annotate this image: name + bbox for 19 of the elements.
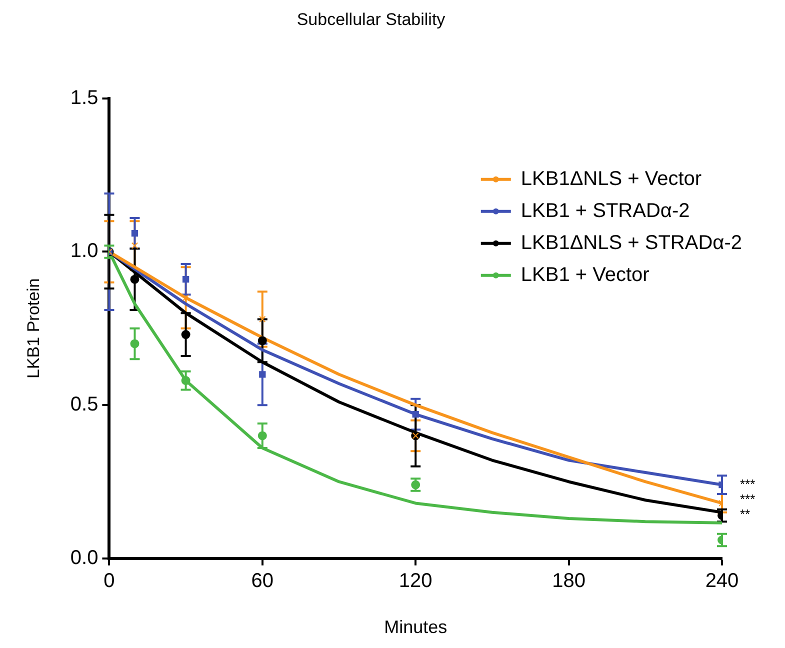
x-axis-title: Minutes — [384, 617, 448, 638]
y-tick-label: 1.5 — [70, 86, 98, 109]
x-tick-label: 0 — [104, 570, 115, 592]
legend-label: LKB1 + STRADα-2 — [520, 200, 690, 222]
y-tick-label: 0.0 — [70, 546, 98, 569]
x-tick-label: 60 — [251, 570, 274, 592]
y-tick-label: 1.0 — [70, 240, 98, 262]
y-tick-label: 0.5 — [70, 394, 98, 416]
text: ** — [740, 506, 750, 522]
legend-label: LKB1ΔNLS + Vector — [520, 168, 702, 190]
legend-label: LKB1ΔNLS + STRADα-2 — [520, 232, 742, 254]
legend-label: LKB1 + Vector — [520, 264, 650, 286]
x-tick-label: 240 — [705, 570, 739, 592]
x-tick-label: 120 — [398, 570, 432, 592]
text: *** — [740, 491, 756, 506]
y-axis-title: LKB1 Protein — [24, 278, 43, 378]
x-tick-label: 180 — [552, 570, 586, 592]
text: *** — [740, 476, 756, 492]
chart-title: Subcellular Stability — [296, 10, 446, 29]
